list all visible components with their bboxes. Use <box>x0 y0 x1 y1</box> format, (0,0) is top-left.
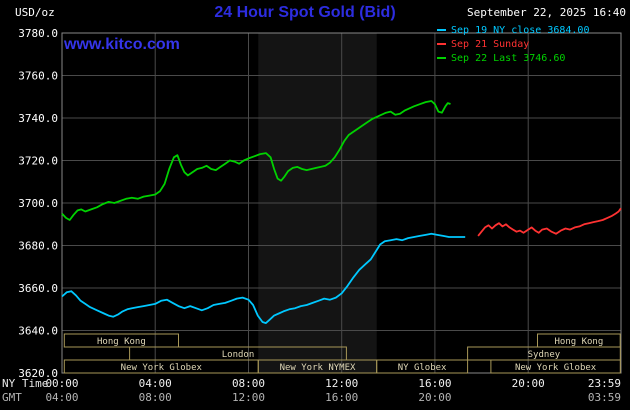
x-tick-ny-label: 12:00 <box>325 377 358 390</box>
y-tick-label: 3780.0 <box>18 27 58 40</box>
y-tick-label: 3760.0 <box>18 70 58 83</box>
y-tick-label: 3620.0 <box>18 367 58 380</box>
session-label: New York Globex <box>121 363 203 373</box>
y-tick-label: 3720.0 <box>18 155 58 168</box>
session-label: Hong Kong <box>97 337 146 347</box>
x-tick-gmt-label: 04:00 <box>45 391 78 404</box>
x-axis-row2-label: GMT <box>2 391 22 404</box>
x-tick-ny-label: 16:00 <box>418 377 451 390</box>
legend: Sep 19 NY close 3684.00 Sep 21 Sunday Se… <box>437 23 589 65</box>
y-tick-label: 3640.0 <box>18 325 58 338</box>
price-line-sep19 <box>61 232 466 325</box>
price-line-sep22 <box>61 100 451 221</box>
x-tick-gmt-label: 12:00 <box>232 391 265 404</box>
kitco-watermark-link[interactable]: www.kitco.com <box>64 36 180 53</box>
legend-swatch-sep21-icon <box>437 43 446 45</box>
session-label: London <box>222 350 255 360</box>
session-box <box>63 333 179 348</box>
x-tick-ny-label: 23:59 <box>588 377 621 390</box>
x-tick-gmt-label: 03:59 <box>588 391 621 404</box>
x-tick-ny-label: 00:00 <box>45 377 78 390</box>
unit-label: USD/oz <box>15 6 55 19</box>
x-tick-gmt-label: 20:00 <box>418 391 451 404</box>
y-tick-label: 3740.0 <box>18 112 58 125</box>
legend-label-sep22: Sep 22 Last 3746.60 <box>451 52 566 64</box>
session-label: Hong Kong <box>555 337 604 347</box>
y-tick-label: 3660.0 <box>18 282 58 295</box>
legend-swatch-sep22-icon <box>437 57 446 59</box>
session-box <box>490 359 621 374</box>
session-box <box>376 359 469 374</box>
session-label: Sydney <box>528 350 561 360</box>
session-label: NY Globex <box>398 363 447 373</box>
legend-swatch-sep19-icon <box>437 29 446 31</box>
y-tick-label: 3680.0 <box>18 240 58 253</box>
datetime-label: September 22, 2025 16:40 <box>467 6 626 19</box>
x-tick-ny-label: 08:00 <box>232 377 265 390</box>
legend-label-sep19: Sep 19 NY close 3684.00 <box>451 24 590 36</box>
x-tick-ny-label: 04:00 <box>139 377 172 390</box>
legend-item-sep19: Sep 19 NY close 3684.00 <box>437 23 589 37</box>
x-tick-ny-label: 20:00 <box>512 377 545 390</box>
y-tick-label: 3700.0 <box>18 197 58 210</box>
legend-item-sep22: Sep 22 Last 3746.60 <box>437 51 589 65</box>
price-line-sep21 <box>477 207 622 237</box>
x-tick-gmt-label: 08:00 <box>139 391 172 404</box>
session-label: New York Globex <box>515 363 597 373</box>
x-axis-row1-label: NY Time <box>2 377 49 390</box>
x-tick-gmt-label: 16:00 <box>325 391 358 404</box>
legend-item-sep21: Sep 21 Sunday <box>437 37 589 51</box>
page-title: 24 Hour Spot Gold (Bid) <box>214 4 396 21</box>
legend-label-sep21: Sep 21 Sunday <box>451 38 530 50</box>
session-label: New York NYMEX <box>280 363 356 373</box>
